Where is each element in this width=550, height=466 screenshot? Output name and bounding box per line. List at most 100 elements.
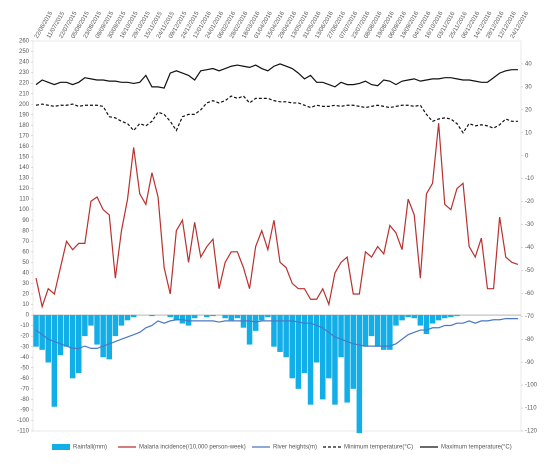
bar	[320, 315, 326, 400]
y2-tick-label: 0	[525, 153, 529, 159]
y2-tick-label: 10	[525, 130, 532, 136]
legend-label: Minimum temperature(°C)	[344, 445, 413, 451]
y-tick-label: 170	[19, 133, 30, 139]
legend-label: River heights(m)	[273, 445, 317, 451]
legend-label: Maximum temperature(°C)	[441, 445, 512, 451]
bar	[393, 315, 399, 326]
bar	[76, 315, 82, 374]
y-tick-label: -40	[20, 355, 29, 361]
bar	[289, 315, 295, 379]
y-tick-label: 50	[22, 260, 29, 266]
bar	[204, 315, 210, 318]
bar	[332, 315, 338, 405]
bar	[234, 315, 241, 319]
bar	[118, 315, 125, 326]
bar	[130, 315, 137, 318]
bar	[454, 315, 460, 317]
bar	[167, 315, 173, 318]
bar	[313, 315, 320, 363]
bar	[307, 315, 314, 405]
y-tick-label: 110	[19, 197, 29, 203]
bar	[374, 315, 381, 347]
y2-tick-label: -70	[525, 314, 534, 320]
y2-tick-label: -50	[525, 268, 534, 274]
legend-swatch	[52, 444, 70, 450]
y-tick-label: 230	[19, 70, 30, 76]
y-tick-label: -50	[20, 365, 29, 371]
y-tick-label: -110	[17, 429, 29, 435]
bar	[51, 315, 58, 407]
bar	[399, 315, 405, 321]
bar	[356, 315, 363, 434]
y-tick-label: 10	[22, 302, 29, 308]
series-line	[35, 317, 518, 350]
bar	[326, 315, 332, 379]
y-tick-label: 220	[19, 81, 30, 87]
bar	[149, 315, 155, 317]
bar	[411, 315, 417, 319]
bar	[63, 315, 70, 347]
y2-tick-label: -100	[525, 383, 538, 389]
y-tick-label: 30	[22, 281, 29, 287]
y-tick-label: -20	[20, 334, 29, 340]
bar	[295, 315, 302, 389]
y-tick-label: -70	[20, 386, 29, 392]
y-tick-label: 140	[19, 165, 30, 171]
bar	[210, 315, 216, 317]
bar	[69, 315, 76, 379]
bar	[435, 315, 442, 321]
bar	[344, 315, 350, 403]
bar	[94, 315, 100, 345]
y2-tick-label: -120	[525, 429, 538, 435]
series-line	[35, 123, 519, 309]
y-tick-label: 60	[22, 249, 29, 255]
bar	[112, 315, 119, 337]
bar	[381, 315, 387, 350]
series-line	[35, 63, 518, 89]
bar	[338, 315, 344, 358]
y-tick-label: 160	[19, 144, 30, 150]
bar	[252, 315, 259, 331]
series-line	[35, 95, 518, 134]
y-tick-label: 190	[19, 112, 30, 118]
bar	[191, 315, 198, 319]
y-tick-label: -90	[20, 407, 29, 413]
bar	[100, 315, 106, 358]
bar	[246, 315, 253, 345]
y-tick-label: 210	[19, 91, 30, 97]
bar	[173, 315, 180, 321]
y-tick-label: 260	[19, 39, 30, 45]
bar	[124, 315, 131, 321]
y2-tick-label: -110	[525, 406, 537, 412]
y-tick-label: 90	[22, 218, 29, 224]
bar	[442, 315, 448, 319]
y-tick-label: 250	[19, 49, 30, 55]
bar	[259, 315, 265, 321]
bar	[362, 315, 369, 347]
y-tick-label: 150	[19, 155, 30, 161]
y-tick-label: 240	[19, 60, 30, 66]
legend-label: Malaria incidence(/10,000 person-week)	[139, 445, 246, 451]
bar	[82, 315, 88, 337]
y-tick-label: 40	[22, 270, 29, 276]
y-tick-label: 0	[26, 313, 30, 319]
y2-tick-label: -30	[525, 222, 534, 228]
y-tick-label: -80	[20, 397, 29, 403]
y-tick-label: 20	[22, 292, 29, 298]
y-tick-label: 180	[19, 123, 30, 129]
bar	[283, 315, 289, 358]
y-tick-label: 100	[19, 207, 30, 213]
bar	[228, 315, 234, 321]
y-tick-label: 70	[22, 239, 29, 245]
bar	[222, 315, 228, 319]
y-tick-label: -10	[20, 323, 29, 329]
y2-tick-label: -60	[525, 291, 534, 297]
y-tick-label: 130	[19, 176, 30, 182]
bar	[448, 315, 454, 318]
y-tick-label: 120	[19, 186, 30, 192]
y2-tick-label: -40	[525, 245, 534, 251]
bar	[33, 315, 39, 347]
y2-tick-label: -90	[525, 360, 534, 366]
bar	[350, 315, 356, 389]
